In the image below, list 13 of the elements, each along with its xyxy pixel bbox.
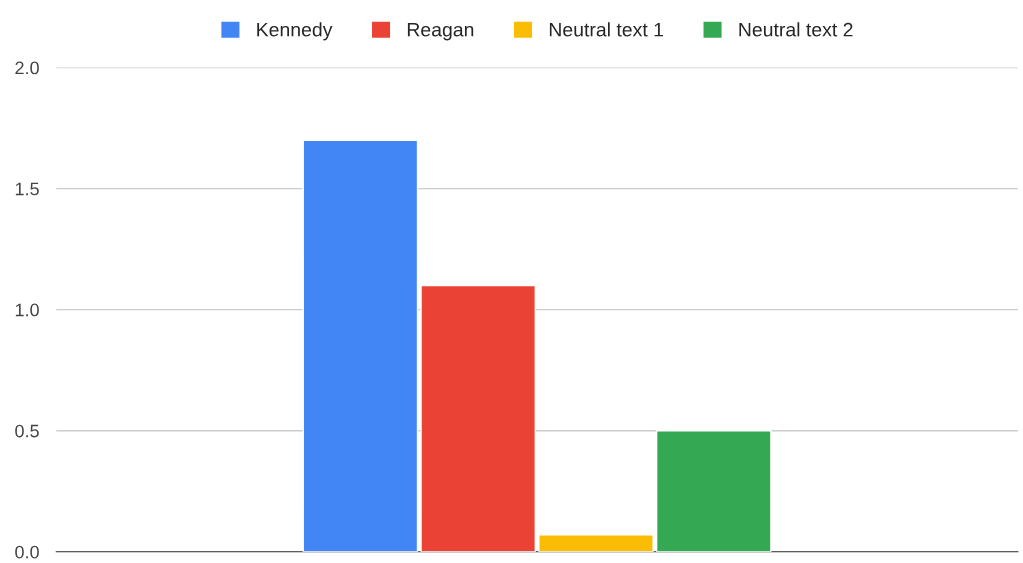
- y-tick-label: 1.5: [15, 182, 39, 196]
- y-tick-label: 2.0: [15, 61, 39, 75]
- y-tick-label: 1.0: [15, 303, 39, 317]
- bar: [420, 284, 537, 552]
- legend-label: Neutral text 1: [549, 22, 664, 37]
- bar: [655, 430, 772, 552]
- y-tick-label: 0.5: [15, 424, 39, 438]
- legend-label: Kennedy: [257, 22, 333, 41]
- bar: [538, 534, 654, 552]
- legend-label: Neutral text 2: [739, 22, 853, 37]
- bar: [302, 139, 419, 552]
- y-tick-label: 0.0: [15, 545, 39, 559]
- legend-label: Reagan: [407, 22, 474, 41]
